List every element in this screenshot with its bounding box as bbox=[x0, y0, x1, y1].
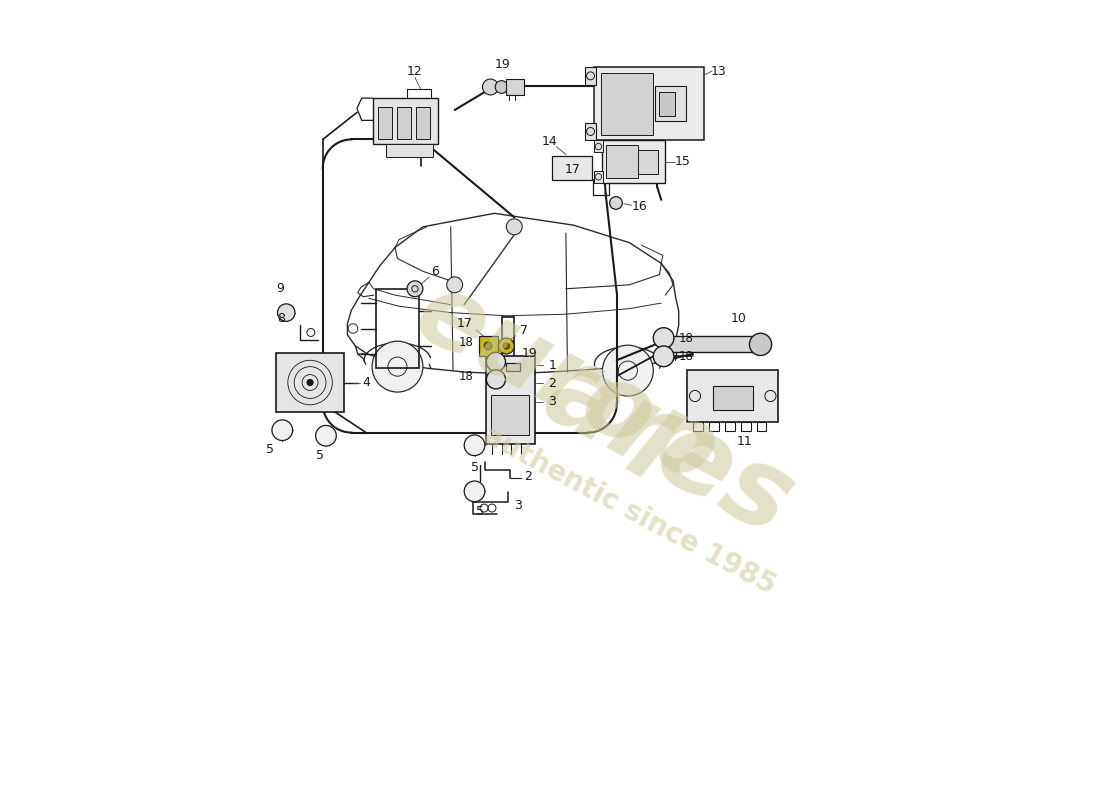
Bar bbox=[397, 107, 411, 138]
Circle shape bbox=[316, 426, 337, 446]
Bar bbox=[757, 422, 767, 431]
Bar bbox=[725, 422, 735, 431]
Text: 18: 18 bbox=[679, 331, 693, 345]
Circle shape bbox=[407, 281, 422, 297]
Bar bbox=[741, 422, 750, 431]
Text: 16: 16 bbox=[631, 201, 648, 214]
Circle shape bbox=[609, 197, 623, 210]
Text: 2: 2 bbox=[549, 377, 557, 390]
Bar bbox=[373, 98, 438, 144]
Text: 5: 5 bbox=[266, 442, 274, 456]
Text: ares: ares bbox=[528, 338, 811, 557]
Text: 2: 2 bbox=[525, 470, 532, 482]
Circle shape bbox=[498, 338, 515, 354]
Bar bbox=[713, 386, 752, 410]
Circle shape bbox=[603, 345, 653, 396]
Bar bbox=[585, 67, 596, 85]
Text: 7: 7 bbox=[520, 323, 528, 337]
Bar bbox=[552, 156, 592, 180]
Text: 13: 13 bbox=[711, 65, 726, 78]
Text: 14: 14 bbox=[542, 135, 558, 148]
Circle shape bbox=[484, 342, 492, 350]
Circle shape bbox=[749, 334, 772, 355]
Circle shape bbox=[272, 420, 293, 441]
Bar bbox=[594, 140, 603, 152]
Bar bbox=[654, 86, 686, 121]
Bar bbox=[688, 370, 779, 422]
Text: 18: 18 bbox=[679, 350, 693, 363]
Circle shape bbox=[495, 81, 508, 94]
Circle shape bbox=[372, 342, 422, 392]
Text: 11: 11 bbox=[737, 435, 752, 448]
Text: 6: 6 bbox=[431, 265, 439, 278]
Bar bbox=[486, 355, 535, 445]
Text: europ: europ bbox=[398, 264, 734, 504]
Bar bbox=[506, 79, 524, 95]
Text: 18: 18 bbox=[459, 335, 473, 349]
Text: 12: 12 bbox=[407, 65, 422, 78]
Circle shape bbox=[464, 435, 485, 456]
Circle shape bbox=[464, 481, 485, 502]
Bar bbox=[606, 145, 638, 178]
Bar bbox=[602, 140, 666, 183]
Circle shape bbox=[483, 79, 498, 95]
Text: 4: 4 bbox=[362, 376, 370, 389]
Bar bbox=[659, 92, 675, 115]
Text: 19: 19 bbox=[495, 58, 510, 71]
Text: 9: 9 bbox=[276, 282, 284, 295]
Bar bbox=[710, 422, 718, 431]
Circle shape bbox=[506, 219, 522, 234]
Text: 18: 18 bbox=[459, 370, 473, 383]
Bar bbox=[693, 422, 703, 431]
Bar bbox=[386, 144, 433, 157]
Text: 8: 8 bbox=[277, 313, 285, 326]
Bar bbox=[594, 171, 603, 183]
Text: 5: 5 bbox=[471, 461, 478, 474]
Circle shape bbox=[503, 342, 509, 349]
Circle shape bbox=[447, 277, 463, 293]
Text: 15: 15 bbox=[674, 155, 691, 168]
Bar bbox=[585, 122, 596, 140]
Bar bbox=[506, 363, 520, 371]
Bar bbox=[375, 289, 419, 368]
Text: 3: 3 bbox=[549, 395, 557, 408]
Bar bbox=[601, 73, 653, 134]
Circle shape bbox=[486, 352, 506, 371]
Bar bbox=[669, 337, 760, 352]
Text: 17: 17 bbox=[456, 318, 472, 330]
Text: 1: 1 bbox=[549, 358, 557, 371]
Bar bbox=[478, 337, 497, 355]
Text: 3: 3 bbox=[515, 499, 522, 512]
Bar bbox=[638, 150, 658, 174]
Bar bbox=[594, 67, 704, 140]
Text: authentic since 1985: authentic since 1985 bbox=[478, 422, 781, 601]
Text: 10: 10 bbox=[730, 313, 746, 326]
Circle shape bbox=[307, 379, 314, 386]
Circle shape bbox=[653, 328, 674, 348]
Text: 19: 19 bbox=[521, 347, 537, 361]
Text: 17: 17 bbox=[565, 163, 581, 176]
Text: 5: 5 bbox=[476, 505, 484, 518]
Bar bbox=[416, 107, 430, 138]
Bar bbox=[377, 107, 392, 138]
Circle shape bbox=[486, 370, 506, 389]
Circle shape bbox=[277, 304, 295, 322]
Text: 5: 5 bbox=[316, 449, 323, 462]
Bar bbox=[276, 353, 344, 412]
Circle shape bbox=[653, 346, 674, 366]
Bar bbox=[492, 395, 529, 435]
